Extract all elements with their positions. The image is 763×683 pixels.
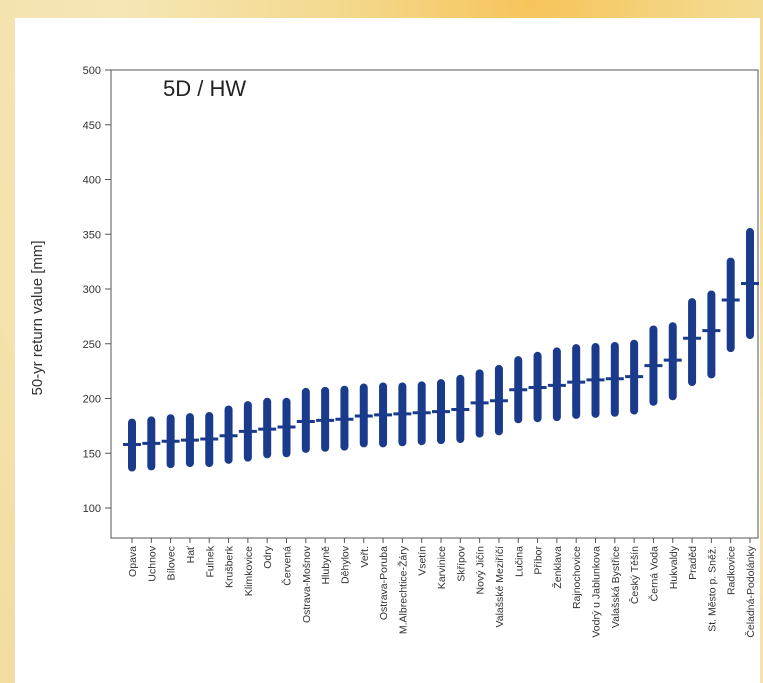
plot-frame	[110, 69, 759, 539]
error-bars	[123, 228, 759, 472]
x-axis-labels: Opava Uchnov Bílovec Hať Fulnek Krušberk Klimk…	[127, 538, 757, 638]
y-tick-label: 200	[83, 394, 101, 406]
x-category-label: Krušberk	[224, 545, 236, 588]
x-category-label: Opava	[127, 546, 139, 577]
x-category-label: Vsetín	[417, 546, 429, 576]
y-tick-label: 250	[83, 339, 101, 351]
x-category-label: St. Město p. Sněž.	[706, 546, 718, 632]
chart: 5D / HW 50-yr return value [mm] 100 150 20…	[29, 65, 759, 638]
x-category-label: Valašské Meziříčí	[494, 546, 506, 628]
x-category-label: Ostrava-Mošnov	[301, 545, 313, 623]
x-category-label: Ženklava	[551, 546, 564, 589]
y-tick-label: 450	[83, 120, 101, 132]
x-category-label: Klimkovice	[243, 546, 255, 596]
x-category-label: Hať	[185, 545, 197, 563]
x-category-label: Příbor	[533, 545, 545, 574]
x-category-label: Valašská Bystřice	[610, 546, 622, 628]
y-axis-title: 50-yr return value [mm]	[29, 240, 46, 395]
y-tick-label: 300	[83, 284, 101, 296]
x-category-label: Odry	[262, 545, 274, 569]
chart-title: 5D / HW	[163, 76, 246, 101]
x-category-label: Černá Voda	[647, 546, 660, 602]
x-category-label: Skřípov	[455, 545, 467, 581]
x-category-label: Červená	[281, 546, 294, 586]
x-category-label: Uchnov	[146, 545, 158, 581]
x-category-label: Děhylov	[339, 545, 351, 584]
x-category-label: Fulnek	[204, 545, 216, 577]
y-tick-label: 400	[83, 175, 101, 187]
x-category-label: Radkovice	[726, 546, 738, 595]
x-category-label: Praděd	[687, 546, 699, 580]
y-tick-label: 350	[83, 229, 101, 241]
y-tick-label: 500	[83, 65, 101, 77]
x-category-label: Hukvaldy	[668, 545, 680, 589]
x-category-label: M.Albrechtice-Žáry	[396, 545, 409, 634]
x-category-label: Rajnochovice	[571, 546, 583, 609]
x-category-label: Veřt.	[359, 546, 371, 568]
x-category-label: Český Těšín	[628, 546, 641, 604]
y-tick-label: 150	[83, 448, 101, 460]
x-category-label: Čeladná-Podolánky	[744, 545, 757, 637]
y-tick-label: 100	[83, 503, 101, 515]
x-category-label: Vodrý u Jablunkova	[591, 546, 603, 638]
y-axis-ticks: 100 150 200 250 300 350 400 450 500	[83, 65, 111, 515]
x-category-label: Nový Jičín	[475, 546, 487, 595]
x-category-label: Ostrava-Poruba	[378, 546, 390, 620]
chart-panel: 5D / HW 50-yr return value [mm] 100 150 20…	[15, 18, 760, 683]
x-category-label: Lučina	[513, 546, 525, 577]
x-category-label: Bílovec	[166, 546, 178, 580]
x-category-label: Karvinice	[436, 546, 448, 589]
x-category-label: Hlubyně	[320, 546, 332, 585]
